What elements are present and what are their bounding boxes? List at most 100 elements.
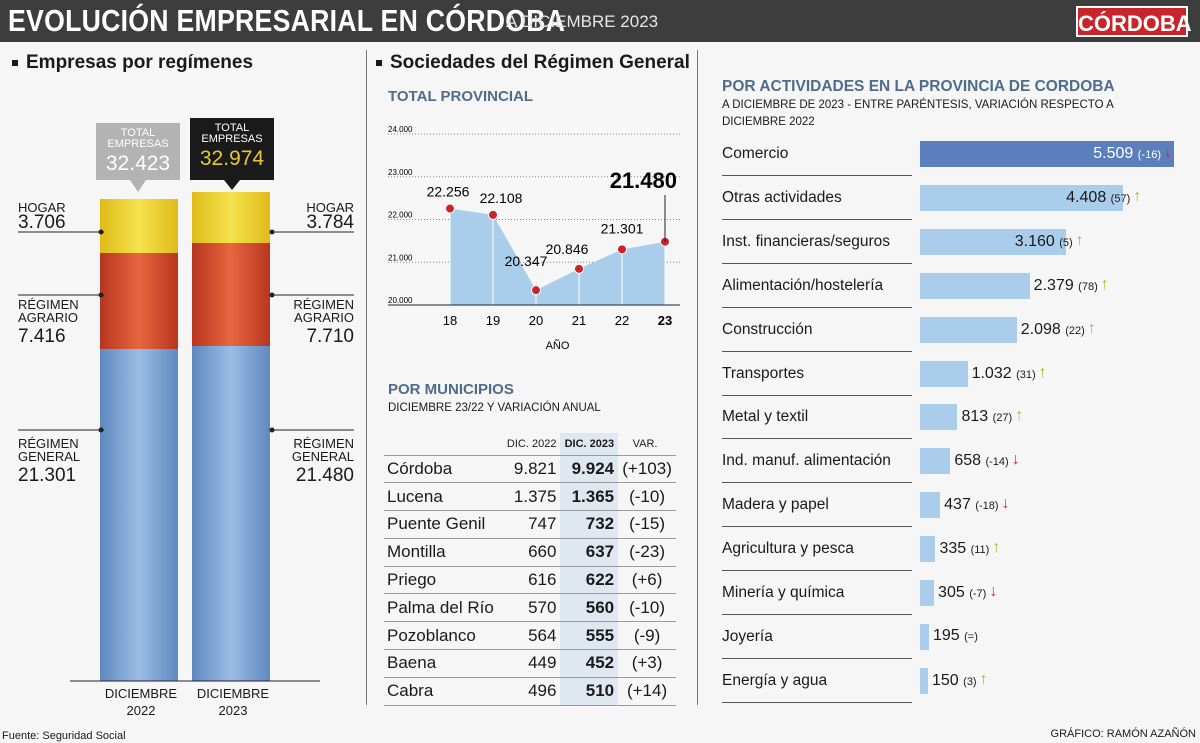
activity-value: 2.379 (78) ↑	[1034, 276, 1109, 295]
activity-value: 1.032 (31) ↑	[972, 364, 1047, 383]
activity-label: Inst. financieras/seguros	[722, 232, 891, 250]
table-row: Priego 616 622 (+6)	[384, 566, 676, 595]
activity-label: Joyería	[722, 627, 773, 645]
activity-bar	[920, 492, 941, 519]
column-segment-general-2023	[192, 346, 270, 681]
data-point-21	[574, 263, 584, 274]
area-series	[450, 208, 665, 305]
bullet-square-icon	[376, 59, 382, 66]
activity-value: 3.160 (5) ↑	[966, 232, 1084, 251]
year-2023: 2023	[218, 703, 248, 718]
activity-label: Minería y química	[722, 584, 845, 601]
total-callout-2022	[96, 123, 180, 192]
activity-value: 658 (-14) ↓	[954, 451, 1019, 470]
activity-value-number: 658	[954, 452, 982, 470]
value-agrario-2023: 7.710	[306, 326, 354, 347]
arrow-up-icon: ↑	[1075, 231, 1084, 249]
activity-value-number: 5.509	[1093, 145, 1134, 162]
variation: (-10)	[618, 593, 676, 623]
arrow-down-icon: ↓	[1011, 451, 1020, 469]
total-callout-2023	[190, 118, 274, 190]
row-divider	[722, 175, 912, 176]
row-divider	[722, 701, 912, 703]
bullet-square-icon	[12, 59, 18, 66]
header-bar: EVOLUCIÓN EMPRESARIAL EN CÓRDOBA A DICIE…	[0, 0, 1200, 42]
value-hogar-2023: 3.784	[306, 212, 354, 233]
row-divider	[722, 394, 912, 396]
value-2022: 570	[497, 593, 561, 623]
variation: (+3)	[618, 649, 676, 678]
section-title-regimenes: Empresas por regímenes	[12, 52, 253, 74]
value-2023: 9.924	[560, 454, 619, 484]
period-2022: DICIEMBRE	[104, 686, 178, 701]
activity-change: (31)	[1016, 368, 1036, 381]
activity-bar	[920, 316, 1017, 343]
value-2023: 510	[560, 677, 619, 706]
variation: (+6)	[618, 566, 676, 595]
activity-value: 305 (-7) ↓	[938, 583, 997, 602]
activity-bar	[920, 667, 928, 694]
label-agrario-2023: RÉGIMEN AGRARIO	[293, 297, 354, 325]
row-divider	[722, 438, 912, 440]
value-2022: 564	[497, 621, 561, 651]
row-divider	[722, 570, 912, 572]
label-agrario-2022: RÉGIMEN AGRARIO	[18, 297, 79, 325]
data-point-20	[531, 285, 541, 296]
activity-value: 195 (=)	[933, 627, 978, 645]
total-value-2023: 32.974	[199, 147, 265, 170]
table-row: Lucena 1.375 1.365 (-10)	[384, 482, 676, 512]
activity-bar	[920, 272, 1030, 299]
value-2023: 560	[560, 593, 619, 623]
table-row: Cabra 496 510 (+14)	[384, 677, 676, 706]
column-segment-general-2022	[100, 349, 178, 681]
x-tick-label: 20	[529, 313, 543, 328]
x-tick-label: 22	[615, 313, 629, 328]
table-header-2022: DIC. 2022	[506, 437, 557, 450]
label-hogar-2022: HOGAR	[18, 200, 66, 215]
x-axis-label: AÑO	[546, 339, 570, 352]
page-subtitle: A DICIEMBRE 2023	[506, 12, 659, 31]
activity-label: Construcción	[722, 320, 813, 338]
value-2022: 496	[497, 677, 561, 706]
value-agrario-2022: 7.416	[18, 326, 66, 347]
value-2023: 637	[560, 538, 619, 567]
value-2023: 1.365	[560, 482, 619, 512]
activity-bar	[920, 141, 1174, 167]
table-header-var: VAR.	[632, 437, 658, 450]
municipio-name: Pozoblanco	[384, 621, 498, 651]
divider-right	[697, 50, 698, 705]
activity-value-number: 4.408	[1066, 188, 1107, 206]
value-2023: 452	[560, 649, 619, 678]
activity-bar	[920, 404, 958, 431]
value-2023: 622	[560, 566, 619, 595]
footer-source: Fuente: Seguridad Social	[2, 730, 126, 742]
label-general-2022: RÉGIMEN GENERAL	[18, 436, 81, 464]
data-label-19: 22.108	[480, 190, 523, 206]
arrow-down-icon: ↓	[1001, 495, 1010, 513]
arrow-up-icon: ↑	[1133, 187, 1142, 205]
activity-label: Otras actividades	[722, 188, 842, 206]
total-value-2022: 32.423	[105, 152, 171, 175]
activity-value-number: 3.160	[1014, 232, 1055, 250]
area-chart-total-provincial: 20.000 21.000 22.000 23.000 24.000 22.256 18 22…	[388, 125, 680, 352]
arrow-up-icon: ↑	[979, 670, 988, 688]
table-row: Córdoba 9.821 9.924 (+103)	[384, 454, 676, 484]
table-row: Montilla 660 637 (-23)	[384, 538, 676, 567]
row-divider	[722, 657, 912, 659]
value-2022: 660	[497, 538, 561, 567]
table-row: Palma del Río 570 560 (-10)	[384, 593, 676, 623]
activity-bar	[920, 360, 968, 387]
activity-change: (22)	[1065, 324, 1085, 337]
variation: (-10)	[618, 482, 676, 512]
arrow-up-icon: ↑	[992, 539, 1001, 557]
table-row: Puente Genil 747 732 (-15)	[384, 510, 676, 539]
activity-bar	[920, 228, 1066, 255]
activity-label: Energía y agua	[722, 671, 828, 689]
value-2022: 449	[497, 649, 561, 678]
total-provincial-title: TOTAL PROVINCIAL	[388, 88, 534, 105]
table-header-name	[384, 433, 498, 455]
activity-change: (78)	[1078, 280, 1098, 293]
section-title-sociedades: Sociedades del Régimen General	[376, 52, 690, 74]
activity-change: (27)	[992, 412, 1013, 425]
activity-label: Transportes	[722, 364, 805, 382]
